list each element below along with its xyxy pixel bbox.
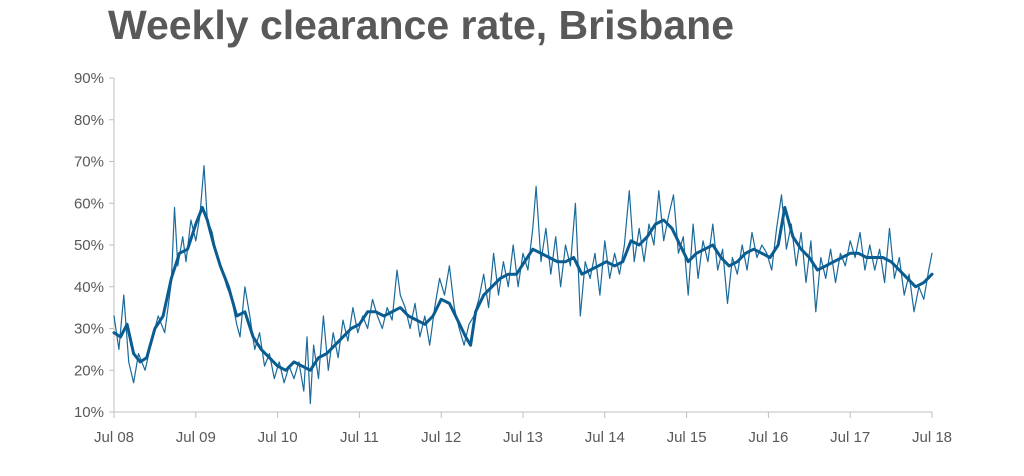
chart-axes [113, 78, 932, 413]
x-tick-label: Jul 13 [503, 429, 543, 446]
y-tick-label: 40% [74, 279, 104, 296]
y-tick-label: 60% [74, 195, 104, 212]
x-tick-label: Jul 17 [830, 429, 870, 446]
y-tick-label: 70% [74, 154, 104, 171]
x-tick-label: Jul 10 [258, 429, 298, 446]
x-tick-label: Jul 18 [912, 429, 952, 446]
chart-title: Weekly clearance rate, Brisbane [108, 2, 734, 48]
smoothed-series-line [112, 205, 934, 372]
chart-series [112, 165, 934, 405]
x-tick-label: Jul 11 [340, 429, 379, 446]
x-tick-label: Jul 14 [585, 429, 625, 446]
x-tick-label: Jul 15 [667, 429, 707, 446]
weekly-series-line [113, 165, 933, 405]
x-tick-label: Jul 12 [421, 429, 461, 446]
y-tick-label: 50% [74, 237, 104, 254]
x-axis-ticks: Jul 08 Jul 09 Jul 10 Jul 11 Jul 12 Jul 13 Jul … [94, 412, 952, 446]
x-tick-label: Jul 08 [94, 429, 134, 446]
y-tick-label: 10% [74, 404, 104, 421]
y-axis-ticks: 10% 20% 30% 40% 50% 60% 70% 80% 90% [74, 70, 114, 421]
y-tick-label: 20% [74, 362, 104, 379]
y-tick-label: 80% [74, 112, 104, 129]
x-tick-label: Jul 09 [176, 429, 216, 446]
y-tick-label: 30% [74, 321, 104, 338]
x-tick-label: Jul 16 [748, 429, 788, 446]
y-tick-label: 90% [74, 70, 104, 87]
